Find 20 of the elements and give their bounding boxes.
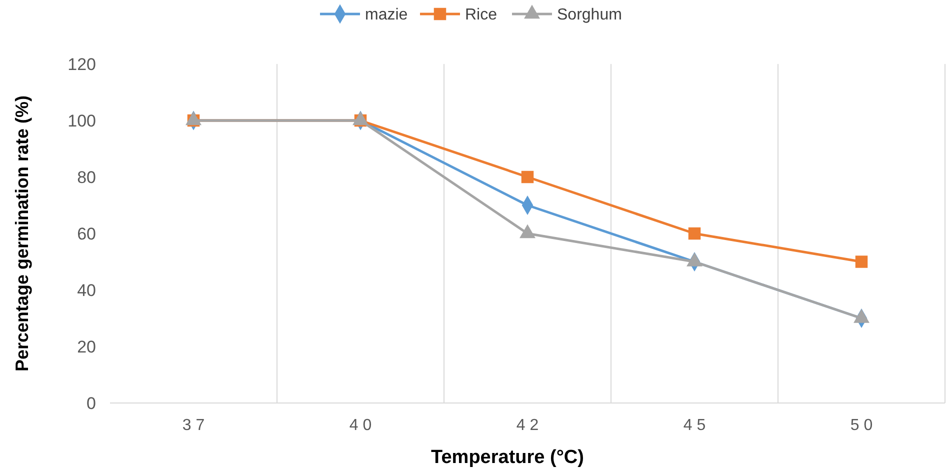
legend-label: Sorghum [557, 6, 622, 24]
legend-label: Rice [465, 6, 498, 24]
y-tick-label: 80 [77, 168, 96, 187]
x-tick-label: 3 7 [182, 417, 205, 434]
point [688, 227, 701, 240]
legend-label: mazie [365, 6, 408, 24]
y-tick-label: 20 [77, 337, 96, 356]
x-tick-label: 4 0 [349, 417, 372, 434]
y-tick-label: 100 [68, 111, 96, 130]
y-tick-label: 120 [68, 54, 96, 74]
point [521, 170, 534, 184]
point [855, 256, 868, 268]
y-tick-label: 0 [86, 394, 96, 413]
y-axis-title: Percentage germination rate (%) [12, 95, 32, 372]
x-tick-label: 4 2 [516, 417, 539, 434]
y-tick-label: 60 [77, 224, 96, 244]
y-tick-label: 40 [77, 280, 96, 300]
x-tick-label: 5 0 [850, 417, 873, 434]
x-tick-label: 4 5 [683, 417, 706, 434]
x-axis-title: Temperature (°C) [431, 447, 584, 468]
